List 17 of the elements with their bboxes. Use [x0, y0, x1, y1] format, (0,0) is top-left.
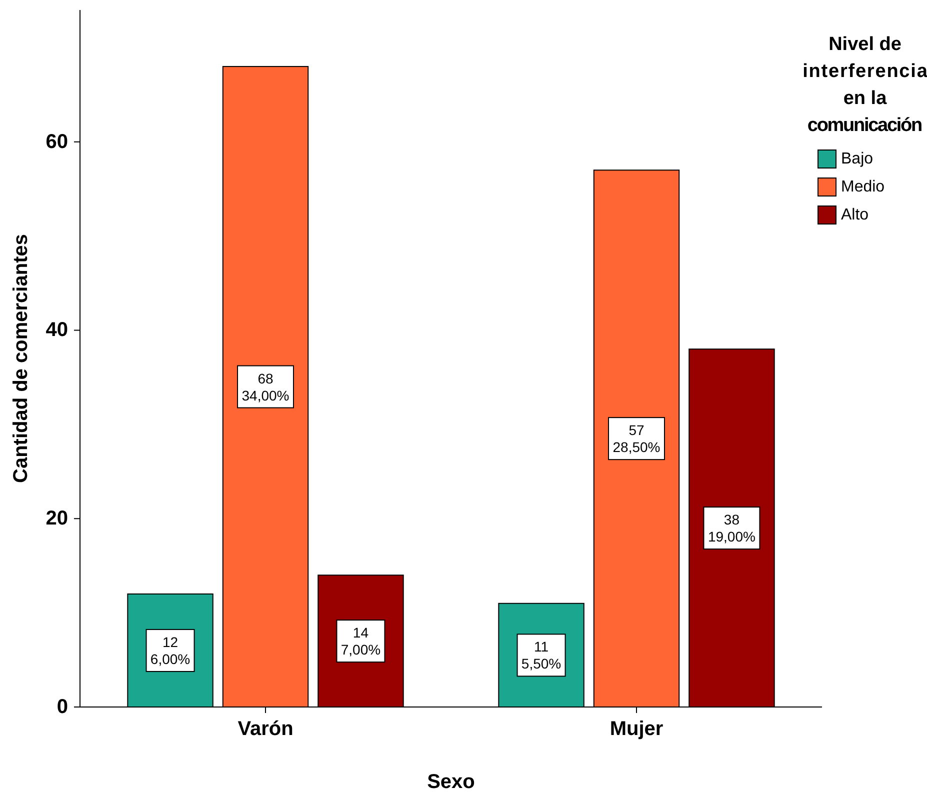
y-axis-title: Cantidad de comerciantes: [10, 234, 32, 483]
legend-label: Medio: [841, 178, 885, 196]
y-tick-label: 0: [56, 696, 68, 718]
data-label: 68 34,00%: [242, 370, 290, 404]
legend-label: Bajo: [841, 150, 874, 168]
data-label: 38 19,00%: [708, 512, 756, 545]
y-tick-label: 20: [46, 508, 68, 530]
legend-label: Alto: [841, 206, 869, 224]
data-label: 14 7,00%: [340, 624, 381, 658]
data-label: 57 28,50%: [612, 422, 660, 456]
y-tick-label: 60: [46, 130, 68, 153]
data-label: 11 5,50%: [521, 638, 562, 672]
x-tick-label: Mujer: [610, 718, 664, 740]
x-tick-label: Varón: [238, 718, 294, 740]
x-axis-title: Sexo: [427, 771, 475, 793]
data-label: 12 6,00%: [150, 634, 190, 667]
y-tick-label: 40: [46, 319, 68, 342]
